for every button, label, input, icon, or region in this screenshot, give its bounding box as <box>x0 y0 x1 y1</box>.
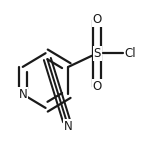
Text: O: O <box>93 13 102 26</box>
Text: N: N <box>18 88 27 101</box>
Text: Cl: Cl <box>125 47 137 60</box>
Text: O: O <box>93 80 102 93</box>
Text: S: S <box>94 47 101 60</box>
Text: N: N <box>64 120 73 133</box>
